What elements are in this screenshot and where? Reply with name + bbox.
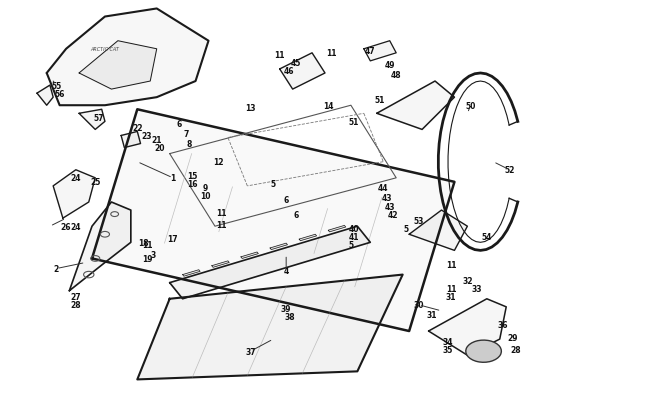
Text: 10: 10	[200, 192, 211, 201]
Polygon shape	[170, 227, 370, 299]
Polygon shape	[280, 54, 325, 90]
Polygon shape	[364, 42, 396, 62]
Text: ARCTIC CAT: ARCTIC CAT	[90, 47, 120, 52]
Text: 20: 20	[155, 144, 165, 153]
Text: 11: 11	[446, 260, 456, 269]
Polygon shape	[270, 243, 287, 250]
Text: 1: 1	[170, 174, 176, 183]
Text: 6: 6	[293, 210, 298, 219]
Text: 45: 45	[291, 59, 301, 68]
Polygon shape	[212, 261, 229, 268]
Text: 54: 54	[482, 232, 492, 241]
Text: 51: 51	[375, 96, 385, 104]
Ellipse shape	[466, 340, 501, 362]
Text: 32: 32	[462, 277, 473, 286]
Text: 52: 52	[504, 166, 515, 175]
Text: 19: 19	[142, 254, 152, 263]
Text: 29: 29	[508, 333, 518, 342]
Text: 16: 16	[187, 180, 198, 189]
Polygon shape	[53, 171, 96, 219]
Text: 26: 26	[61, 222, 72, 231]
Text: 36: 36	[498, 321, 508, 330]
Polygon shape	[241, 252, 258, 259]
Text: 11: 11	[274, 51, 285, 60]
Text: 42: 42	[387, 210, 398, 219]
Text: 50: 50	[465, 102, 476, 111]
Polygon shape	[409, 211, 467, 251]
Polygon shape	[92, 110, 454, 331]
Text: 44: 44	[378, 184, 389, 193]
Text: 35: 35	[443, 345, 453, 354]
Text: 5: 5	[348, 240, 354, 249]
Text: 53: 53	[413, 216, 424, 225]
Text: 40: 40	[349, 224, 359, 233]
Text: 41: 41	[349, 232, 359, 241]
Text: 18: 18	[138, 238, 149, 247]
Text: 34: 34	[443, 337, 453, 346]
Text: 11: 11	[326, 49, 337, 58]
Text: 43: 43	[384, 202, 395, 211]
Text: 24: 24	[71, 222, 81, 231]
Text: 14: 14	[323, 102, 333, 111]
Text: 37: 37	[245, 347, 256, 356]
Text: 11: 11	[216, 220, 227, 229]
Text: 4: 4	[283, 266, 289, 275]
Text: 46: 46	[284, 67, 294, 76]
Polygon shape	[79, 110, 105, 130]
Text: 47: 47	[365, 47, 376, 56]
Polygon shape	[183, 270, 200, 277]
Text: 33: 33	[472, 284, 482, 294]
Text: 12: 12	[213, 158, 224, 167]
Text: 31: 31	[426, 311, 437, 320]
Text: 13: 13	[245, 104, 256, 113]
Polygon shape	[137, 275, 402, 379]
Text: 3: 3	[151, 250, 156, 259]
Text: 27: 27	[70, 292, 81, 301]
Text: 56: 56	[55, 90, 65, 98]
Text: 43: 43	[382, 194, 392, 203]
Text: 31: 31	[446, 292, 456, 301]
Text: 11: 11	[446, 284, 456, 294]
Text: 2: 2	[54, 264, 59, 273]
Text: 38: 38	[284, 313, 294, 322]
Text: 5: 5	[404, 224, 408, 233]
Text: 21: 21	[151, 136, 162, 145]
Text: 6: 6	[177, 119, 182, 128]
Polygon shape	[47, 9, 209, 106]
Text: 51: 51	[349, 117, 359, 126]
Polygon shape	[79, 42, 157, 90]
Text: 22: 22	[132, 124, 142, 132]
Polygon shape	[37, 86, 53, 106]
Text: 23: 23	[142, 132, 152, 141]
Text: 7: 7	[183, 130, 188, 139]
Polygon shape	[299, 234, 317, 241]
Text: 5: 5	[270, 180, 276, 189]
Text: 25: 25	[90, 178, 100, 187]
Text: 57: 57	[93, 113, 104, 123]
Text: 48: 48	[391, 71, 402, 80]
Polygon shape	[428, 299, 506, 355]
Text: 15: 15	[187, 172, 198, 181]
Text: 17: 17	[168, 234, 178, 243]
Text: 55: 55	[51, 81, 62, 90]
Text: 8: 8	[187, 140, 192, 149]
Text: 9: 9	[203, 184, 208, 193]
Text: 6: 6	[283, 196, 289, 205]
Text: 49: 49	[384, 61, 395, 70]
Text: 11: 11	[216, 208, 227, 217]
Text: 11: 11	[142, 240, 152, 249]
Polygon shape	[377, 82, 454, 130]
Text: 30: 30	[413, 301, 424, 309]
Polygon shape	[121, 132, 140, 148]
Text: 28: 28	[70, 301, 81, 309]
Text: 28: 28	[511, 345, 521, 354]
Polygon shape	[328, 226, 346, 232]
Text: 39: 39	[281, 305, 291, 313]
Polygon shape	[70, 202, 131, 291]
Text: 24: 24	[71, 174, 81, 183]
